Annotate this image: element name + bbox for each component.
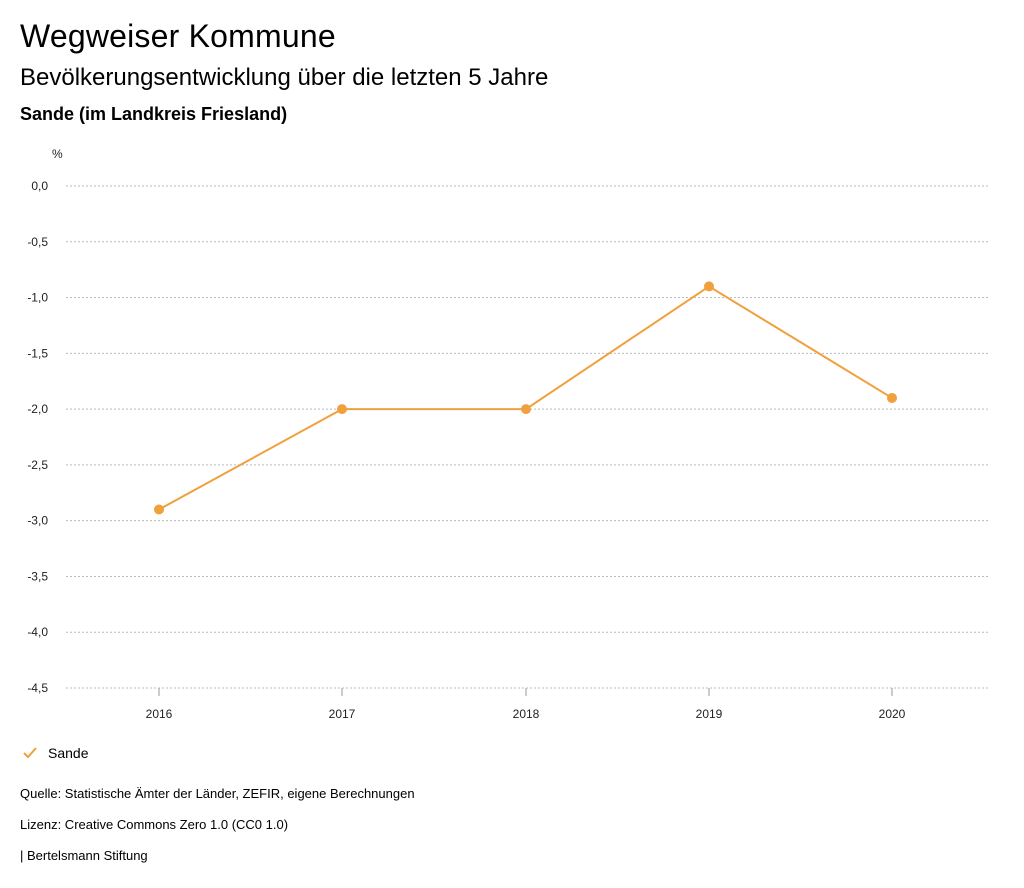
- source-note: Quelle: Statistische Ämter der Länder, Z…: [20, 786, 415, 801]
- page-title: Wegweiser Kommune: [20, 18, 336, 54]
- y-tick-label: -1,5: [27, 346, 48, 360]
- x-tick-label: 2018: [513, 707, 540, 721]
- region-label: Sande (im Landkreis Friesland): [20, 104, 288, 124]
- grid-lines: [66, 185, 990, 689]
- series-line-sande: [158, 285, 893, 511]
- y-tick-label: -3,0: [27, 514, 48, 528]
- y-tick-label: -3,5: [27, 569, 48, 583]
- x-tick-label: 2019: [696, 707, 723, 721]
- line-chart: % 0,0 -0,5 -1,0 -1,5 -2,0 -2,5 -3,0 -3,5 -4,0 -4,…: [27, 147, 990, 721]
- x-axis-ticks: 2016 2017 2018 2019 2020: [146, 688, 906, 721]
- y-axis-unit-label: %: [52, 147, 63, 161]
- license-note: Lizenz: Creative Commons Zero 1.0 (CC0 1…: [20, 817, 289, 832]
- data-point[interactable]: [337, 404, 347, 415]
- x-tick-label: 2016: [146, 707, 173, 721]
- legend[interactable]: Sande: [22, 745, 88, 761]
- legend-label-sande: Sande: [48, 745, 89, 761]
- y-tick-label: -4,5: [27, 681, 48, 695]
- x-tick-label: 2017: [329, 707, 356, 721]
- y-tick-label: -0,5: [27, 235, 48, 249]
- data-point[interactable]: [521, 404, 531, 415]
- check-icon: [23, 747, 37, 759]
- y-axis-ticks: 0,0 -0,5 -1,0 -1,5 -2,0 -2,5 -3,0 -3,5 -4,0 -4,5: [27, 179, 48, 695]
- y-tick-label: -1,0: [27, 291, 48, 305]
- y-tick-label: -2,5: [27, 458, 48, 472]
- chart-subtitle: Bevölkerungsentwicklung über die letzten…: [20, 64, 549, 91]
- data-point[interactable]: [887, 392, 897, 403]
- data-point[interactable]: [154, 504, 164, 515]
- y-tick-label: -2,0: [27, 402, 48, 416]
- data-point[interactable]: [704, 281, 714, 292]
- publisher-note: | Bertelsmann Stiftung: [20, 848, 148, 863]
- series-layer: [154, 281, 897, 515]
- x-tick-label: 2020: [879, 707, 906, 721]
- y-tick-label: -4,0: [27, 625, 48, 639]
- y-tick-label: 0,0: [31, 179, 48, 193]
